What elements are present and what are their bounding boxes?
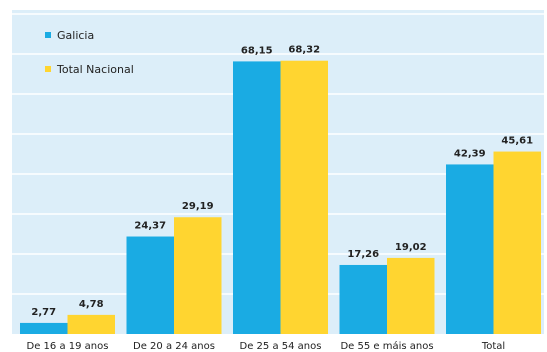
data-label: 17,26	[347, 249, 379, 260]
x-tick-label: Total	[481, 341, 505, 352]
legend-swatch-total-nacional	[45, 66, 51, 72]
data-labels: 2,77 4,78 24,37 29,19 68,15 68,32 17,26 19,02 42…	[31, 45, 533, 318]
x-tick-label: De 25 a 54 anos	[240, 341, 322, 352]
legend-label-galicia: Galicia	[57, 29, 94, 42]
bar-galicia	[339, 264, 387, 334]
bar-total-nacional	[174, 217, 222, 334]
data-label: 29,19	[182, 201, 214, 212]
data-label: 42,39	[454, 148, 486, 159]
data-label: 4,78	[79, 299, 104, 310]
bar-galicia	[233, 61, 281, 335]
data-label: 68,32	[288, 45, 320, 56]
bar-total-nacional	[280, 60, 328, 334]
bar-total-nacional	[387, 257, 435, 334]
data-label: 2,77	[31, 307, 56, 318]
bar-galicia	[446, 164, 494, 334]
x-tick-labels: De 16 a 19 anos De 20 a 24 anos De 25 a 54…	[27, 340, 506, 352]
data-label: 24,37	[134, 221, 166, 232]
data-label: 19,02	[395, 242, 427, 253]
data-label: 68,15	[241, 45, 273, 56]
bars	[20, 60, 541, 335]
bar-galicia	[20, 322, 68, 334]
x-tick-label: De 16 a 19 anos	[27, 341, 109, 352]
bar-total-nacional	[493, 151, 541, 334]
x-tick-label: De 55 e máis anos	[340, 340, 433, 352]
x-tick-label: De 20 a 24 anos	[133, 341, 215, 352]
data-label: 45,61	[501, 136, 533, 147]
legend: Galicia Total Nacional	[45, 29, 134, 76]
bar-galicia	[126, 236, 174, 334]
bar-total-nacional	[67, 314, 115, 334]
legend-swatch-galicia	[45, 32, 51, 38]
legend-label-total-nacional: Total Nacional	[56, 63, 134, 76]
